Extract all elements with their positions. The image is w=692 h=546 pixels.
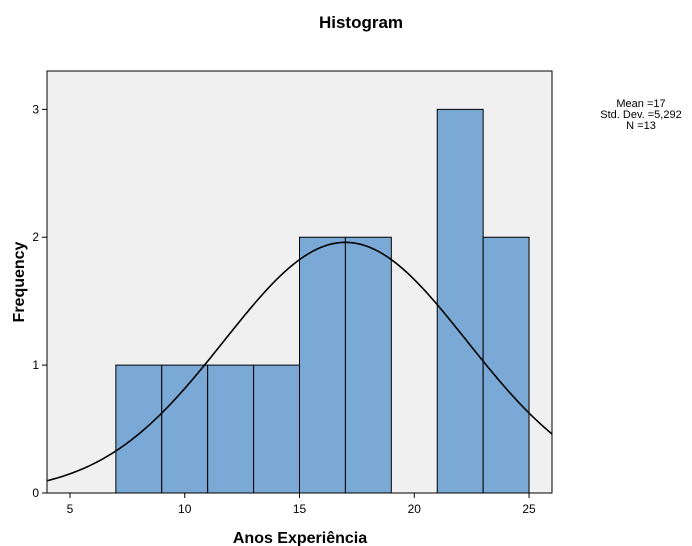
y-tick-label: 1 [32,358,39,372]
y-tick-label: 2 [32,230,39,244]
stats-mean: Mean =17 [616,98,665,110]
x-tick-label: 15 [293,502,307,516]
histogram-bar [436,108,484,494]
y-tick-label: 0 [32,486,39,500]
x-axis-ticks: 5 10 15 20 25 [67,493,536,516]
histogram-bar [115,364,163,494]
x-axis-title: Anos Experiência [233,530,367,546]
histogram-bar [344,236,392,494]
x-tick-label: 20 [408,502,422,516]
normal-curve [46,241,553,482]
stats-n: N =13 [626,120,656,132]
y-axis-title: Frequency [11,241,28,322]
histogram-bar [299,236,346,494]
x-tick-label: 25 [522,502,536,516]
y-axis-ticks: 0 1 2 3 [32,102,47,500]
chart-title: Histogram [319,13,403,32]
stats-std-dev: Std. Dev. =5,292 [600,109,681,121]
stats-box: Mean =17 Std. Dev. =5,292 N =13 [600,98,681,132]
x-tick-label: 5 [67,502,74,516]
y-tick-label: 3 [32,102,39,116]
histogram-bars [115,108,530,494]
x-tick-label: 10 [178,502,192,516]
histogram-bar [207,364,255,494]
histogram-bar [161,364,209,494]
histogram-bar [253,364,301,494]
histogram-bar [482,236,530,494]
